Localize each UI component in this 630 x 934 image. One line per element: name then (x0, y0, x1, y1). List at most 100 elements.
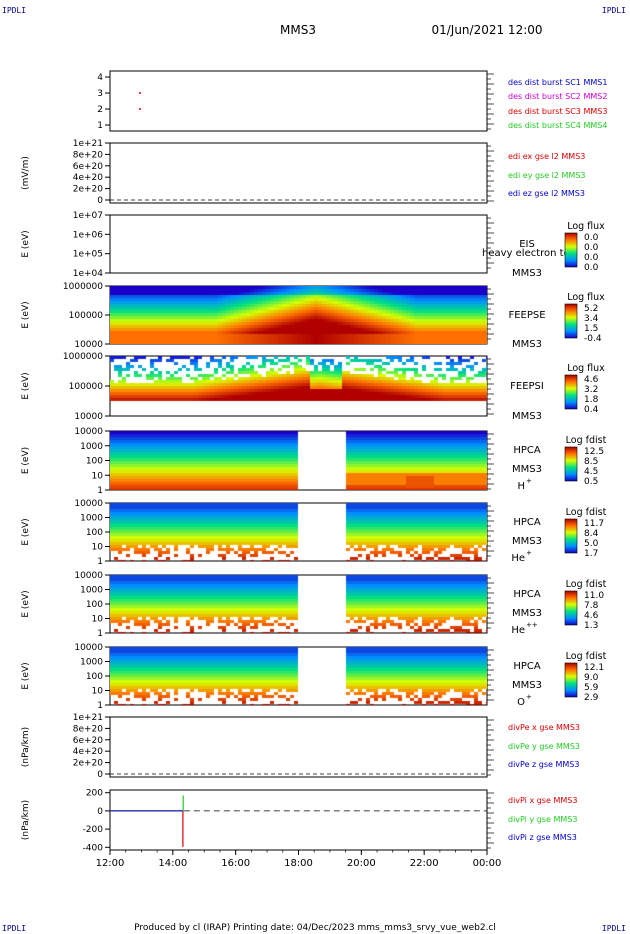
panel-divpi: 200 0 -200 -400 (nPa/km) divPi x gse MMS3 divP… (21, 789, 577, 854)
legend-entry: des dist burst SC2 MMS2 (508, 92, 607, 101)
colorbar (564, 374, 578, 410)
instrument-label: HPCA (513, 445, 541, 456)
y-axis-label: E (eV) (21, 590, 31, 617)
x-tick-label: 16:00 (221, 858, 250, 869)
y-tick-label: -400 (83, 843, 104, 853)
instrument-label: HPCA (513, 589, 541, 600)
colorbar-value: 5.9 (584, 683, 599, 693)
legend-entry: divPe x gse MMS3 (508, 723, 580, 732)
panel-frame (109, 716, 488, 778)
colorbar-value: 0.5 (584, 477, 598, 487)
y-tick-label: 10 (92, 687, 104, 697)
instrument-label: FEEPSE (508, 310, 545, 321)
colorbar-title: Log flux (567, 221, 605, 232)
spectrogram-feepse (110, 286, 487, 344)
y-tick-label: 0 (97, 770, 103, 780)
instrument-label: HPCA (513, 661, 541, 672)
legend-entry: edi ex gse l2 MMS3 (508, 152, 585, 161)
y-tick-label: 1e+06 (73, 230, 104, 240)
y-tick-label: 100 (86, 600, 103, 610)
y-axis-label: (mV/m) (21, 156, 31, 190)
spectrogram-feepsi (110, 356, 487, 416)
colorbar-title: Log fdist (566, 579, 607, 590)
y-axis-label: E (eV) (21, 447, 31, 474)
legend-entry: divPi x gse MMS3 (508, 796, 577, 805)
colorbar-title: Log fdist (566, 435, 607, 446)
datetime-title: 01/Jun/2021 12:00 (431, 23, 542, 37)
species-charge: + (526, 477, 532, 485)
y-tick-label: 1e+21 (73, 139, 103, 149)
spacecraft-label: MMS3 (512, 464, 542, 475)
y-tick-label: 4e+20 (73, 173, 104, 183)
colorbar-value: 7.8 (584, 601, 599, 611)
spectrogram-hpca_o (110, 647, 487, 705)
instrument-label: FEEPSI (510, 381, 544, 392)
legend-entry: edi ey gse l2 MMS3 (508, 171, 586, 180)
species-label: H (517, 481, 525, 492)
colorbar-value: 8.5 (584, 457, 598, 467)
colorbar-value: 3.2 (584, 385, 598, 395)
colorbar (564, 518, 578, 554)
y-tick-label: 10000 (74, 412, 103, 422)
y-tick-label: 10000 (74, 340, 103, 350)
mission-title: MMS3 (280, 23, 316, 37)
spectrogram-hpca_hepp (110, 575, 487, 633)
spacecraft-label: MMS3 (512, 339, 542, 350)
y-tick-label: 1000 (80, 586, 103, 596)
y-tick-label: 1 (97, 629, 103, 639)
y-tick-label: 10000 (74, 427, 103, 437)
legend-entry: des dist burst SC1 MMS1 (508, 78, 607, 87)
y-tick-label: 4 (97, 73, 103, 83)
colorbar-value: 1.3 (584, 621, 598, 631)
x-tick-label: 00:00 (473, 858, 502, 869)
panel-feepsi: 1000000 100000 10000 E (eV) FEEPSI MMS3 Log fl… (21, 352, 605, 422)
y-tick-label: 1 (97, 557, 103, 567)
colorbar-value: 4.6 (584, 611, 599, 621)
y-tick-label: 100000 (69, 382, 104, 392)
spacecraft-label: MMS3 (512, 411, 542, 422)
overlay-label: heavy electron to (482, 248, 570, 259)
colorbar (564, 303, 578, 339)
colorbar-title: Log fdist (566, 651, 607, 662)
panel-eis: 1e+07 1e+06 1e+05 1e+04 E (eV) EIS MMS3 heavy e… (21, 211, 605, 279)
x-tick-label: 22:00 (410, 858, 439, 869)
y-tick-label: 100 (86, 457, 103, 467)
panel-burst: 4 3 2 1 des dist burst SC1 MMS1 des dist burs… (97, 70, 607, 132)
colorbar (564, 590, 578, 626)
colorbar-value: 0.0 (584, 253, 599, 263)
spacecraft-label: MMS3 (512, 680, 542, 691)
species-label: O (517, 697, 525, 708)
colorbar-value: 0.0 (584, 233, 599, 243)
spectrogram-hpca_h (110, 431, 487, 490)
y-tick-label: 1000000 (63, 282, 103, 292)
y-tick-label: 200 (86, 789, 103, 799)
y-tick-label: 8e+20 (73, 150, 104, 160)
y-tick-label: 10000 (74, 499, 103, 509)
colorbar-value: 0.0 (584, 243, 599, 253)
y-tick-label: 2e+20 (73, 759, 104, 769)
instrument-label: HPCA (513, 517, 541, 528)
species-charge: + (526, 549, 532, 557)
colorbar-title: Log fdist (566, 507, 607, 518)
y-tick-label: 1e+21 (73, 713, 103, 723)
y-tick-label: 100 (86, 672, 103, 682)
corner-mark-top-left: IPDLI (2, 6, 27, 15)
colorbar-value: 4.6 (584, 375, 599, 385)
colorbar-value: 5.2 (584, 304, 598, 314)
y-tick-label: 1000 (80, 514, 103, 524)
x-tick-label: 14:00 (158, 858, 187, 869)
y-tick-label: 6e+20 (73, 736, 104, 746)
y-tick-label: 1000 (80, 658, 103, 668)
y-axis-label: E (eV) (21, 518, 31, 545)
colorbar-title: Log flux (567, 292, 605, 303)
y-axis-label: (nPa/km) (21, 800, 31, 840)
colorbar-value: 1.5 (584, 324, 598, 334)
y-tick-label: 10000 (74, 571, 103, 581)
y-tick-label: 1 (97, 701, 103, 711)
y-axis-label: E (eV) (21, 662, 31, 689)
spacecraft-label: MMS3 (512, 608, 542, 619)
legend-entry: divPe z gse MMS3 (508, 760, 579, 769)
y-tick-label: 6e+20 (73, 162, 104, 172)
y-tick-label: 10000 (74, 643, 103, 653)
